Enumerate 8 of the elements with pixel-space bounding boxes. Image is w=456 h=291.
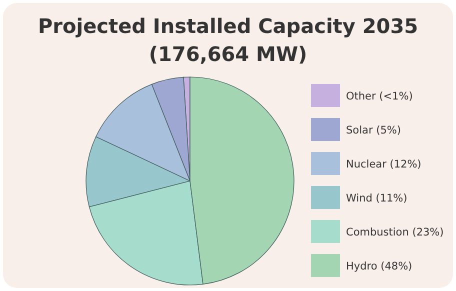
legend-label: Other (<1%): [346, 90, 413, 102]
legend-label: Wind (11%): [346, 192, 408, 204]
legend-label: Hydro (48%): [346, 260, 412, 272]
legend-label: Combustion (23%): [346, 226, 444, 238]
chart-subtitle: (176,664 MW): [148, 42, 308, 66]
chart-title: Projected Installed Capacity 2035: [38, 14, 418, 38]
legend-label: Nuclear (12%): [346, 158, 422, 170]
legend-label: Solar (5%): [346, 124, 401, 136]
